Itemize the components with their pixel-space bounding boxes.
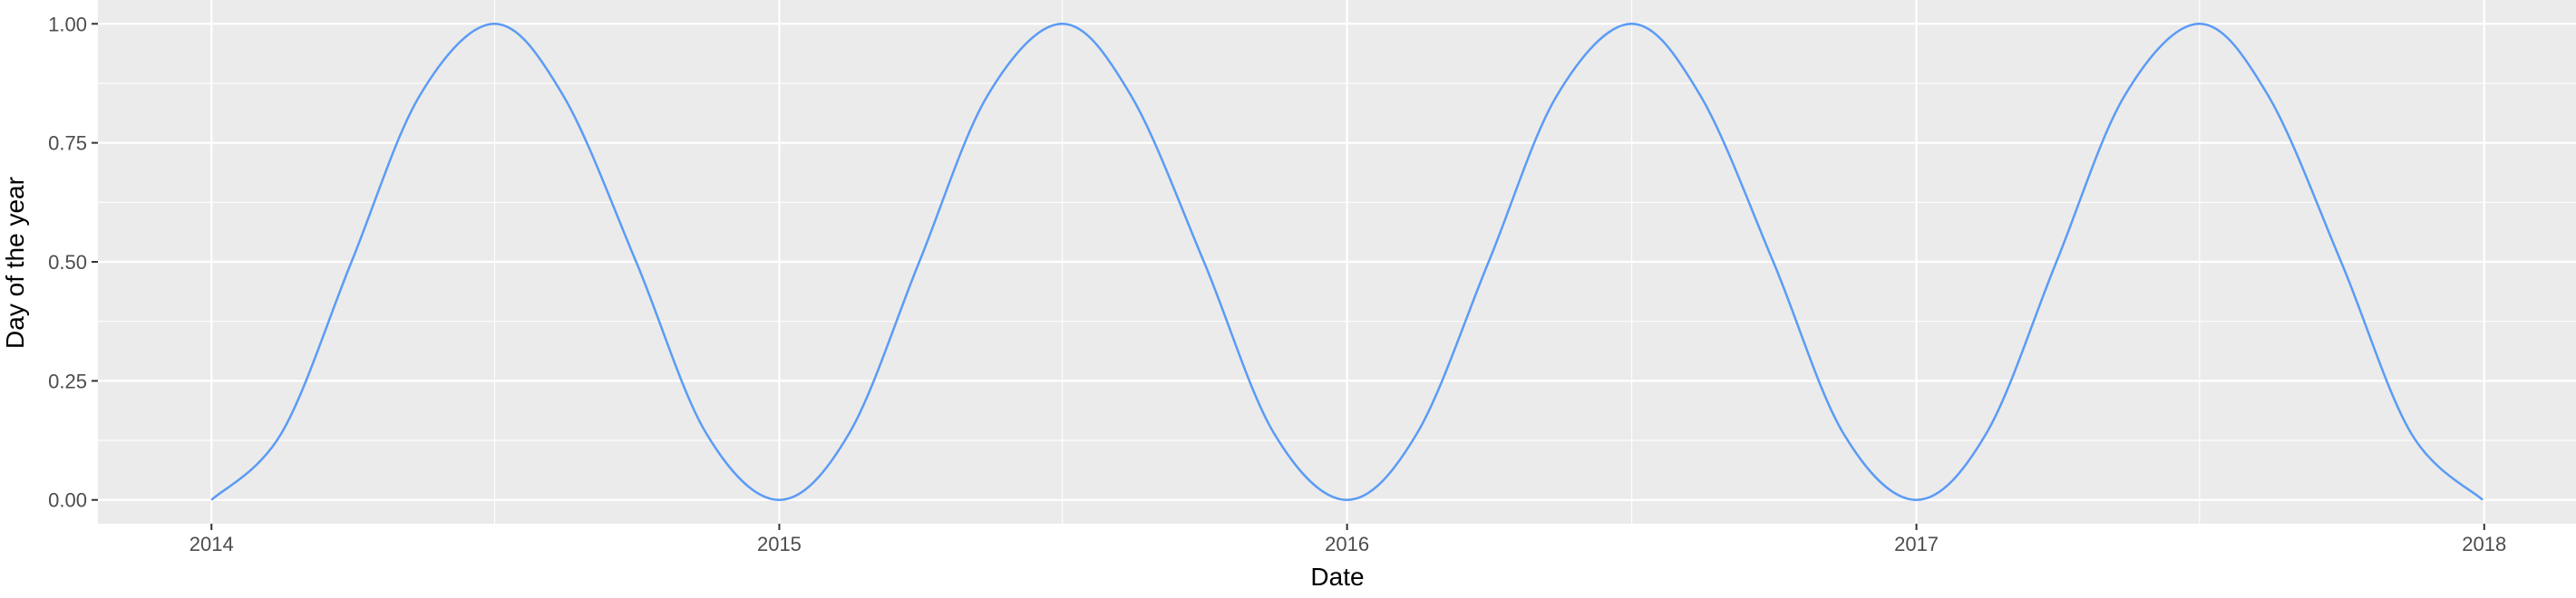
y-tick-label: 1.00 — [48, 13, 87, 35]
x-axis-title: Date — [1310, 563, 1364, 591]
grid-minor — [98, 0, 2576, 524]
x-tick-label: 2015 — [757, 533, 802, 555]
y-tick-label: 0.00 — [48, 489, 87, 512]
y-tick-label: 0.25 — [48, 370, 87, 392]
x-tick-label: 2018 — [2462, 533, 2506, 555]
y-tick-label: 0.75 — [48, 132, 87, 155]
x-tick-label: 2014 — [190, 533, 234, 555]
x-axis: 2014 2015 2016 2017 2018 — [190, 524, 2506, 555]
y-axis: 0.00 0.25 0.50 0.75 1.00 — [48, 13, 98, 512]
y-axis-title: Day of the year — [1, 177, 29, 349]
x-tick-label: 2017 — [1894, 533, 1939, 555]
grid-major — [98, 0, 2576, 524]
x-tick-label: 2016 — [1325, 533, 1369, 555]
series-line — [210, 23, 2484, 501]
y-tick-label: 0.50 — [48, 251, 87, 274]
